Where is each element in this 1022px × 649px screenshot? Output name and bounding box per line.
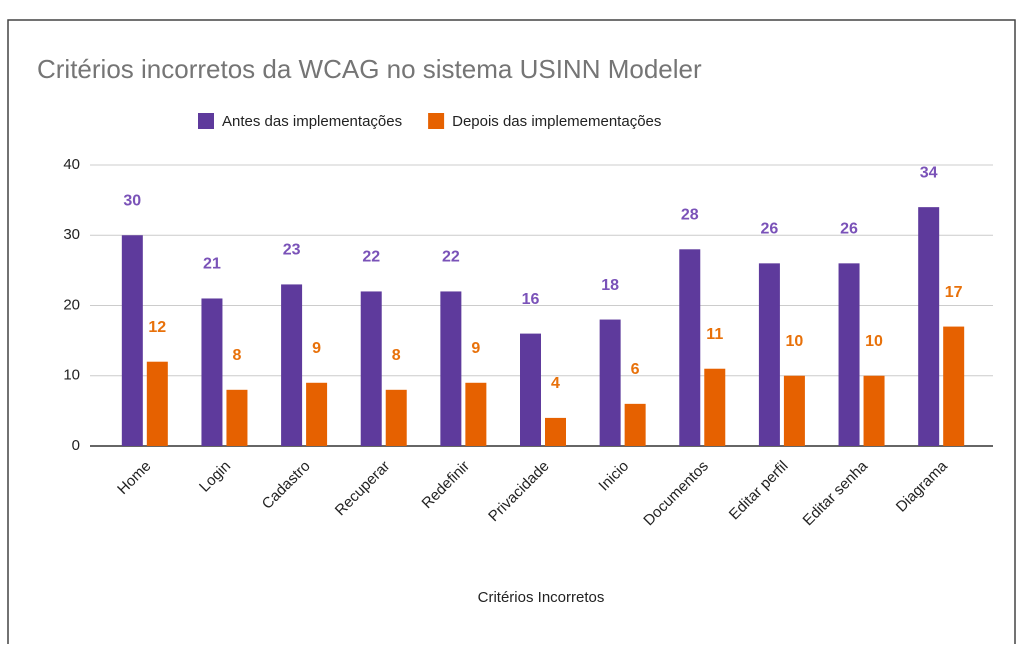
bar: [281, 284, 303, 446]
bar: [201, 298, 223, 446]
data-label: 11: [706, 326, 723, 343]
bar: [679, 249, 701, 446]
bar: [520, 333, 541, 446]
x-axis-title: Critérios Incorretos: [478, 589, 605, 606]
data-label: 6: [631, 361, 640, 378]
data-label: 8: [233, 347, 242, 364]
y-tick-label: 0: [72, 437, 80, 454]
bar: [465, 382, 487, 446]
bar: [704, 368, 726, 446]
y-tick-label: 10: [63, 367, 80, 384]
legend-swatch: [428, 113, 445, 129]
bar: [943, 326, 965, 446]
data-label: 30: [123, 192, 141, 209]
y-tick-label: 30: [63, 226, 80, 243]
bar: [624, 403, 646, 446]
legend-swatch: [198, 113, 214, 129]
bar: [121, 235, 143, 446]
bar: [838, 263, 860, 446]
data-label: 10: [865, 333, 883, 350]
bar: [226, 389, 248, 446]
data-label: 26: [840, 221, 858, 238]
data-label: 23: [283, 242, 301, 259]
data-label: 22: [442, 249, 460, 266]
bar: [758, 263, 780, 446]
data-label: 17: [945, 284, 963, 301]
bar: [146, 361, 168, 446]
bar: [306, 382, 328, 446]
bar: [918, 207, 940, 446]
bar: [599, 319, 621, 446]
data-label: 16: [522, 291, 540, 308]
bar: [360, 291, 382, 446]
chart-title: Critérios incorretos da WCAG no sistema …: [37, 54, 702, 84]
data-label: 9: [312, 340, 321, 357]
y-tick-label: 40: [63, 156, 80, 173]
data-label: 12: [148, 319, 166, 336]
legend-label: Depois das implemementações: [452, 113, 661, 130]
data-label: 9: [471, 340, 480, 357]
data-label: 26: [761, 221, 779, 238]
bar: [545, 417, 566, 446]
data-label: 28: [681, 207, 699, 224]
data-label: 4: [551, 375, 560, 392]
data-label: 21: [203, 256, 221, 273]
data-label: 10: [786, 333, 804, 350]
data-label: 22: [362, 249, 380, 266]
y-tick-label: 20: [63, 296, 80, 313]
legend-label: Antes das implementações: [222, 113, 402, 130]
data-label: 34: [920, 164, 938, 181]
bar: [385, 389, 407, 446]
bar: [863, 375, 885, 446]
data-label: 18: [601, 277, 619, 294]
data-label: 8: [392, 347, 401, 364]
bar: [440, 291, 462, 446]
bar: [783, 375, 805, 446]
